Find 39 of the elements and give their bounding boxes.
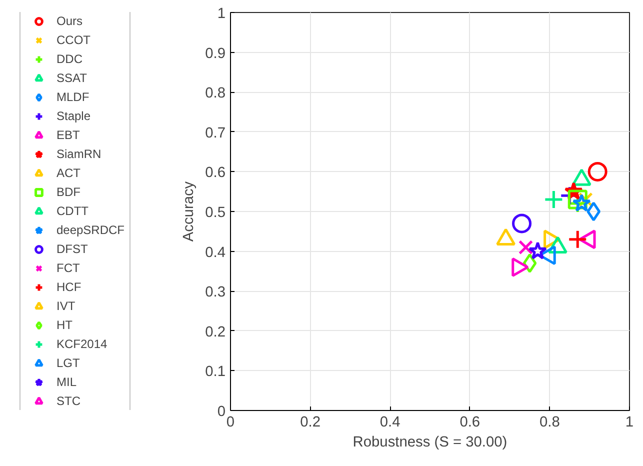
y-axis-title: Accuracy xyxy=(181,180,198,242)
y-tick-label: 0.6 xyxy=(205,165,226,182)
legend-label: LGT xyxy=(56,355,80,371)
y-tick-label: 0.1 xyxy=(205,364,226,380)
legend-label: Ours xyxy=(56,13,82,29)
legend-label: DDC xyxy=(56,51,82,67)
legend-label: FCT xyxy=(56,260,80,276)
legend-label: KCF2014 xyxy=(56,336,108,352)
legend-label: Staple xyxy=(56,108,91,124)
x-tick-label: 0.4 xyxy=(380,414,400,430)
legend-label: IVT xyxy=(56,298,76,314)
y-tick-label: 0 xyxy=(217,404,226,420)
legend-label: HT xyxy=(56,317,74,333)
legend-label: STC xyxy=(56,393,80,409)
legend-label: DFST xyxy=(56,241,88,257)
legend-label: CCOT xyxy=(56,32,90,48)
legend-label: ACT xyxy=(56,165,80,181)
legend-label: BDF xyxy=(56,184,80,200)
x-tick-label: 1 xyxy=(625,414,634,430)
y-tick-label: 0.9 xyxy=(205,46,226,62)
x-tick-label: 0.6 xyxy=(460,414,480,430)
legend-label: EBT xyxy=(56,127,80,143)
legend-label: SSAT xyxy=(56,70,87,86)
x-tick-label: 0.2 xyxy=(300,414,320,430)
y-tick-label: 0.7 xyxy=(205,125,226,142)
legend-label: HCF xyxy=(56,279,82,295)
legend-label: deepSRDCF xyxy=(56,222,125,238)
x-tick-label: 0.8 xyxy=(540,414,560,430)
legend-label: MLDF xyxy=(56,89,90,105)
legend-label: MIL xyxy=(56,374,76,390)
y-tick-label: 0.4 xyxy=(205,244,226,261)
x-axis-title: Robustness (S = 30.00) xyxy=(352,434,508,450)
legend-label: CDTT xyxy=(56,203,88,219)
y-tick-label: 0.2 xyxy=(205,324,226,340)
y-tick-label: 1 xyxy=(217,6,226,22)
y-tick-label: 0.3 xyxy=(205,284,226,301)
y-tick-label: 0.8 xyxy=(205,86,226,102)
legend-label: SiamRN xyxy=(56,146,102,162)
y-tick-label: 0.5 xyxy=(205,205,226,221)
